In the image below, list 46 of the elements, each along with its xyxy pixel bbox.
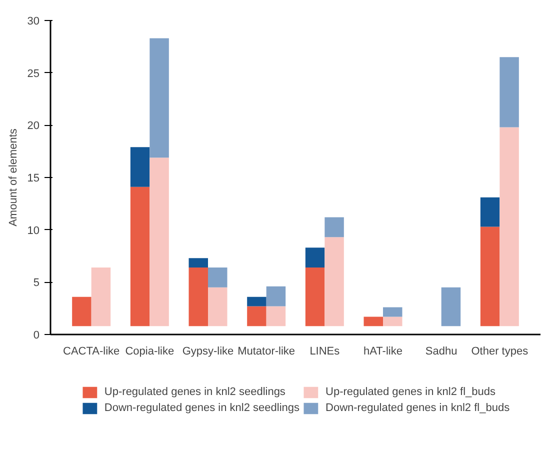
- x-tick-label: CACTA-like: [63, 346, 120, 358]
- bar: [305, 268, 325, 326]
- bar: [150, 38, 169, 158]
- bar: [500, 127, 519, 326]
- bar: [150, 158, 169, 326]
- bar: [188, 258, 208, 268]
- legend-label: Up-regulated genes in knl2 fl_buds: [326, 385, 496, 399]
- y-tick-label: 15: [27, 172, 40, 184]
- bar: [208, 268, 228, 288]
- bar: [130, 147, 150, 187]
- y-tick-label: 10: [27, 224, 40, 237]
- legend-label: Up-regulated genes in knl2 seedlings: [104, 385, 286, 399]
- y-tick-label: 25: [27, 68, 40, 80]
- bar: [383, 316, 402, 326]
- bar: [130, 186, 150, 326]
- bar: [266, 306, 286, 326]
- x-tick-label: Other types: [471, 346, 529, 358]
- bar: [247, 296, 266, 306]
- bar: [324, 237, 344, 326]
- bar: [324, 217, 344, 238]
- bar: [72, 296, 92, 326]
- x-tick-label: Copia-like: [125, 346, 174, 358]
- bar: [441, 287, 461, 326]
- y-tick-label: 30: [27, 16, 40, 28]
- x-tick-label: Gypsy-like: [182, 346, 234, 358]
- bar: [500, 57, 519, 128]
- bar: [208, 287, 228, 326]
- y-tick-label: 5: [33, 277, 40, 290]
- bar: [266, 286, 286, 306]
- y-tick-label: 20: [27, 120, 40, 132]
- bar: [247, 306, 266, 326]
- y-tick-label: 0: [33, 330, 40, 342]
- legend-label: Down-regulated genes in knl2 fl_buds: [326, 401, 510, 415]
- bar: [91, 268, 111, 326]
- bar: [480, 197, 500, 227]
- bar: [364, 316, 383, 326]
- bar: [383, 307, 402, 317]
- x-tick-label: hAT-like: [364, 346, 402, 358]
- bar: [305, 248, 325, 268]
- x-tick-label: LINEs: [310, 346, 340, 358]
- y-axis-title: Amount of elements: [7, 128, 20, 226]
- bar: [480, 226, 500, 326]
- legend-label: Down-regulated genes in knl2 seedlings: [104, 401, 300, 415]
- bar: [188, 268, 208, 326]
- x-tick-label: Mutator-like: [238, 346, 296, 358]
- x-tick-label: Sadhu: [425, 346, 458, 358]
